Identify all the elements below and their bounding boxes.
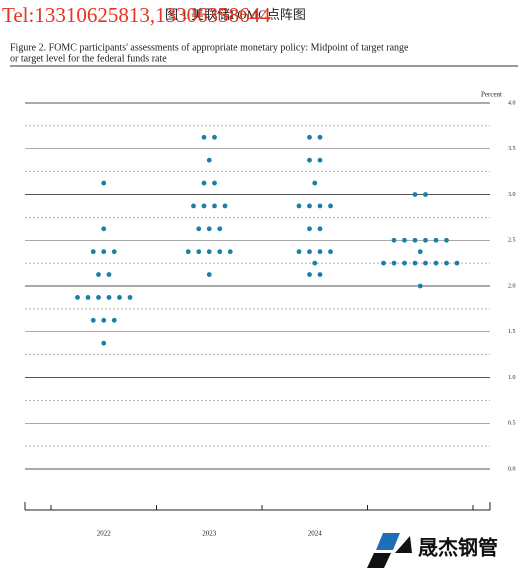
dot [217, 249, 223, 255]
dot [106, 295, 112, 300]
dot [212, 203, 217, 209]
dot [217, 226, 223, 232]
dot [206, 157, 212, 163]
dot [206, 226, 212, 232]
dot [433, 237, 439, 243]
logo-text: 晟杰钢管 [418, 536, 498, 560]
chart-title: Figure 2. FOMC participants' assessments… [10, 42, 409, 53]
dot [402, 260, 407, 266]
dot [222, 203, 228, 209]
dot [111, 249, 117, 255]
y-tick-label: 4.0 [508, 100, 516, 106]
dot [101, 317, 107, 323]
dot [101, 340, 107, 346]
dot [212, 180, 217, 186]
y-tick-label: 2.0 [508, 283, 516, 289]
dot [307, 249, 312, 255]
y-tick-label: 3.5 [508, 146, 516, 152]
dot [381, 260, 386, 266]
dot [412, 237, 418, 243]
dot [90, 317, 96, 323]
dot [106, 272, 112, 277]
overlay-caption: 图 1 美联储FOMC点阵图 [165, 7, 306, 22]
dot [307, 203, 312, 209]
dot [312, 260, 318, 266]
dot [417, 249, 423, 255]
dot [117, 295, 122, 300]
dot [402, 237, 407, 243]
dot [317, 226, 323, 232]
dot [296, 203, 302, 209]
dot [201, 134, 207, 140]
dot [423, 237, 428, 243]
y-axis-label: Percent [481, 91, 502, 99]
dot [454, 260, 460, 266]
dot [307, 157, 312, 163]
dot [212, 134, 217, 140]
dot [312, 180, 318, 186]
dot [423, 260, 428, 266]
watermark: Tel:13310625813,13306358644 [2, 3, 271, 27]
dot [391, 260, 397, 266]
dot [391, 237, 397, 243]
dot [85, 295, 91, 300]
y-tick-label: 3.0 [508, 192, 516, 198]
dot [101, 226, 107, 232]
dot [412, 260, 418, 266]
dot [127, 295, 133, 300]
dot [307, 226, 312, 232]
dot [90, 249, 96, 255]
dot [196, 249, 202, 255]
y-tick-label: 2.5 [508, 238, 516, 244]
dot [101, 249, 107, 255]
dot [206, 272, 212, 277]
dot [111, 317, 117, 323]
dot [296, 249, 302, 255]
dot [307, 134, 312, 140]
dot [101, 180, 107, 186]
dot [206, 249, 212, 255]
y-tick-label: 1.0 [508, 375, 516, 381]
dot [96, 295, 101, 300]
dot [75, 295, 80, 300]
dot [423, 192, 428, 197]
y-tick-label: 1.5 [508, 329, 516, 335]
logo-shape [395, 536, 412, 553]
dot [317, 249, 323, 255]
dot [96, 272, 101, 277]
dot [185, 249, 191, 255]
dot [444, 260, 449, 266]
dot [307, 272, 312, 277]
x-tick-label: 2023 [202, 530, 217, 538]
y-tick-label: 0.5 [508, 421, 516, 427]
dot [201, 180, 207, 186]
x-tick-label: 2022 [97, 530, 112, 538]
dot [433, 260, 439, 266]
logo-shape [376, 533, 400, 550]
dot [317, 272, 323, 277]
chart-subtitle: or target level for the federal funds ra… [10, 53, 167, 64]
y-tick-label: 0.0 [508, 466, 516, 472]
dot [444, 237, 449, 243]
dot [412, 192, 418, 197]
dot [191, 203, 196, 209]
dot [317, 134, 323, 140]
dot [201, 203, 207, 209]
dot [227, 249, 233, 255]
dot [328, 249, 333, 255]
dot [196, 226, 202, 232]
x-tick-label: 2024 [308, 530, 323, 538]
logo-shape [367, 553, 391, 568]
dot [317, 157, 323, 163]
dot [417, 283, 423, 289]
dot [317, 203, 323, 209]
dot [328, 203, 333, 209]
logo: 晟杰钢管 [367, 533, 498, 568]
